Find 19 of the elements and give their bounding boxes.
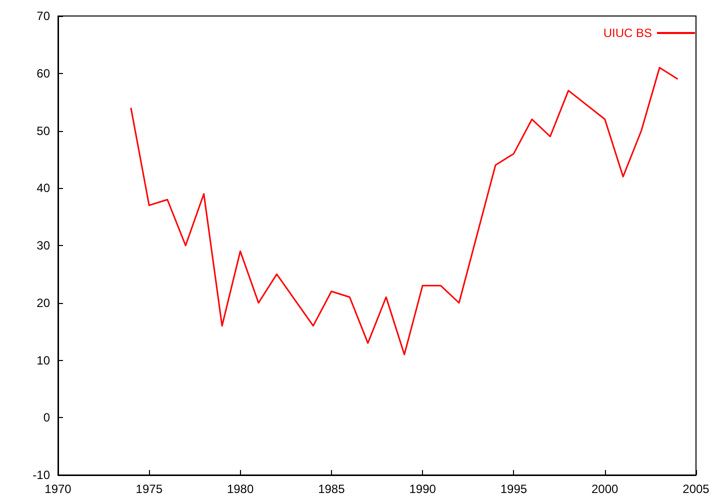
x-tick-label: 2005 xyxy=(682,482,710,496)
y-tick-label: 30 xyxy=(36,238,50,252)
y-tick-label: -10 xyxy=(32,468,50,482)
x-tick-label: 2000 xyxy=(592,482,619,496)
x-tick-label: 1995 xyxy=(500,482,528,496)
y-tick-label: 0 xyxy=(43,410,50,425)
legend-label: UIUC BS xyxy=(603,26,652,40)
y-tick-label: 40 xyxy=(36,181,50,196)
y-tick-label: 60 xyxy=(36,66,50,80)
x-tick-label: 1975 xyxy=(136,482,163,496)
x-tick-label: 1985 xyxy=(318,482,346,496)
y-tick-label: 50 xyxy=(36,124,50,138)
y-tick-label: 20 xyxy=(36,296,50,310)
x-tick-label: 1980 xyxy=(226,482,254,496)
y-tick-label: 10 xyxy=(36,353,50,368)
y-tick-label: 70 xyxy=(36,9,50,23)
x-tick-label: 1990 xyxy=(409,482,436,496)
line-series xyxy=(130,66,679,356)
x-tick-label: 1970 xyxy=(44,482,72,496)
